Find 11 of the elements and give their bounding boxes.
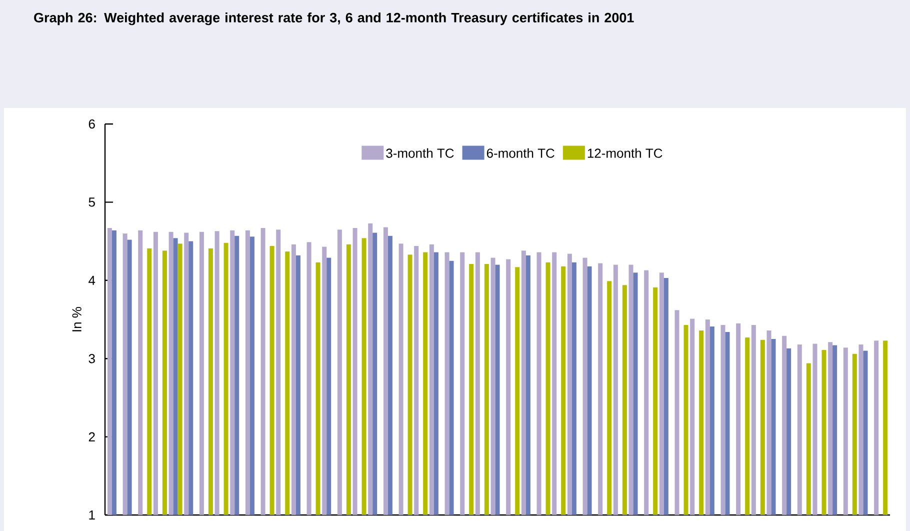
y-tick-label: 4: [88, 276, 96, 285]
legend-label: 3-month TC: [386, 148, 454, 158]
y-tick-label: 5: [88, 198, 95, 207]
y-axis-title: In %: [72, 306, 82, 332]
legend-label: 6-month TC: [486, 148, 554, 158]
legend-label: 12-month TC: [588, 148, 662, 158]
y-tick-label: 3: [88, 354, 95, 364]
y-tick-label: 6: [88, 119, 95, 129]
y-tick-label: 1: [89, 510, 95, 520]
chart-title: Graph 26: Weighted average interest rate for 3, 6 and 12-month Treasury certificates in 2001: [34, 12, 634, 26]
y-tick-label: 2: [88, 432, 95, 442]
